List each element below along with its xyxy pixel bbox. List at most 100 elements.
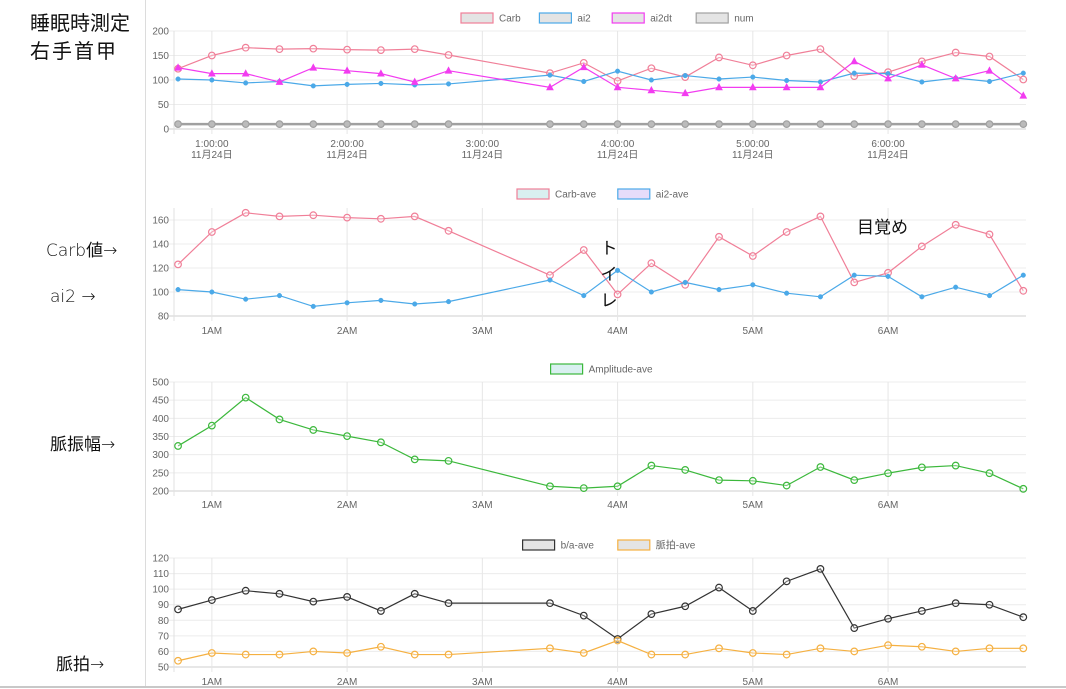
data-point [784, 290, 790, 296]
chart-pulse-ave: 50 60 70 80 90 100 110 120 1AM 2AM 3AM 4AM 5AM 6AM b/a… [152, 539, 1028, 688]
data-point [275, 212, 284, 221]
data-point [174, 63, 182, 71]
data-point [581, 293, 587, 299]
annotation-toilet-char: レ [600, 291, 618, 311]
legend-label: b/a-ave [561, 541, 595, 552]
data-point [985, 644, 994, 653]
data-point [243, 296, 249, 302]
data-point [579, 62, 588, 71]
data-point [207, 120, 216, 128]
data-point [309, 597, 318, 606]
data-point [546, 120, 554, 128]
data-point [275, 120, 284, 128]
y-tick-label: 60 [158, 647, 170, 658]
data-point [884, 641, 892, 650]
x-tick-label: 5AM [743, 677, 764, 688]
data-point [241, 208, 250, 217]
data-point [546, 82, 554, 91]
data-point [410, 212, 419, 221]
data-point [174, 605, 182, 614]
legend-label: ai2dt [650, 14, 672, 25]
data-point [850, 278, 859, 287]
data-point [377, 214, 385, 223]
data-point [816, 83, 825, 91]
data-point [579, 611, 588, 620]
y-tick-label: 140 [152, 240, 169, 251]
data-point [309, 211, 318, 220]
data-point [681, 650, 690, 659]
data-point [444, 51, 453, 59]
data-point [985, 469, 994, 478]
data-point [1019, 120, 1028, 128]
data-point [209, 289, 215, 295]
series-line-脈拍-ave [177, 639, 1024, 662]
data-point [276, 293, 283, 299]
data-point [716, 287, 722, 293]
data-point [309, 426, 318, 434]
annotation-wake: 目覚め [857, 218, 908, 238]
data-point [444, 599, 453, 608]
y-tick-label: 200 [152, 487, 169, 498]
data-point [750, 74, 756, 80]
x-tick-date-label: 11月24日 [867, 149, 909, 161]
data-point [343, 120, 352, 128]
data-point [344, 81, 350, 87]
y-tick-label: 450 [152, 396, 169, 407]
data-point [816, 565, 825, 573]
y-tick-label: 80 [158, 312, 170, 323]
amplitude-label: 脈振幅→ [50, 435, 116, 455]
data-point [884, 120, 892, 128]
legend-swatch [617, 539, 651, 551]
x-tick-label: 2:00:00 [330, 139, 364, 150]
data-point [816, 45, 825, 54]
data-point [207, 649, 216, 657]
data-point [884, 74, 892, 82]
data-point [207, 421, 216, 430]
series-line-Carb-ave [177, 212, 1024, 296]
data-point [715, 53, 723, 62]
data-point [343, 593, 352, 601]
data-point [985, 120, 994, 128]
data-point [681, 466, 690, 474]
data-point [378, 80, 384, 86]
data-point [444, 226, 453, 235]
data-point [748, 607, 757, 615]
data-point [1019, 286, 1028, 295]
annotation-toilet: ト イ レ [600, 236, 618, 314]
data-point [884, 614, 892, 623]
data-point [412, 301, 418, 307]
x-tick-label: 4AM [607, 677, 628, 688]
data-point [951, 120, 960, 128]
data-point [715, 232, 723, 241]
data-point [613, 120, 622, 128]
data-point [579, 120, 588, 128]
page-title-line1: 睡眠時測定 [30, 11, 130, 35]
data-point [1020, 70, 1026, 76]
legend-label: Amplitude-ave [589, 365, 653, 376]
data-point [782, 82, 791, 91]
x-tick-label: 5AM [743, 326, 764, 337]
data-point [444, 120, 453, 128]
y-tick-label: 100 [152, 585, 169, 596]
y-tick-label: 90 [158, 600, 170, 611]
x-tick-label: 2AM [337, 500, 358, 511]
data-point [919, 79, 925, 85]
data-point [917, 463, 926, 472]
data-point [817, 294, 823, 300]
data-point [445, 81, 452, 87]
data-point [546, 599, 554, 608]
data-point [241, 650, 250, 659]
data-point [850, 476, 859, 484]
data-point [444, 66, 453, 74]
data-point [613, 82, 622, 91]
data-point [782, 120, 791, 128]
data-point [377, 607, 385, 615]
y-tick-label: 120 [152, 554, 169, 565]
data-point [208, 69, 216, 77]
data-point [816, 120, 825, 128]
series-line-ai2-ave [178, 269, 1024, 308]
data-point [275, 45, 284, 54]
data-point [681, 120, 690, 128]
data-point [579, 649, 588, 657]
data-point [310, 303, 316, 309]
